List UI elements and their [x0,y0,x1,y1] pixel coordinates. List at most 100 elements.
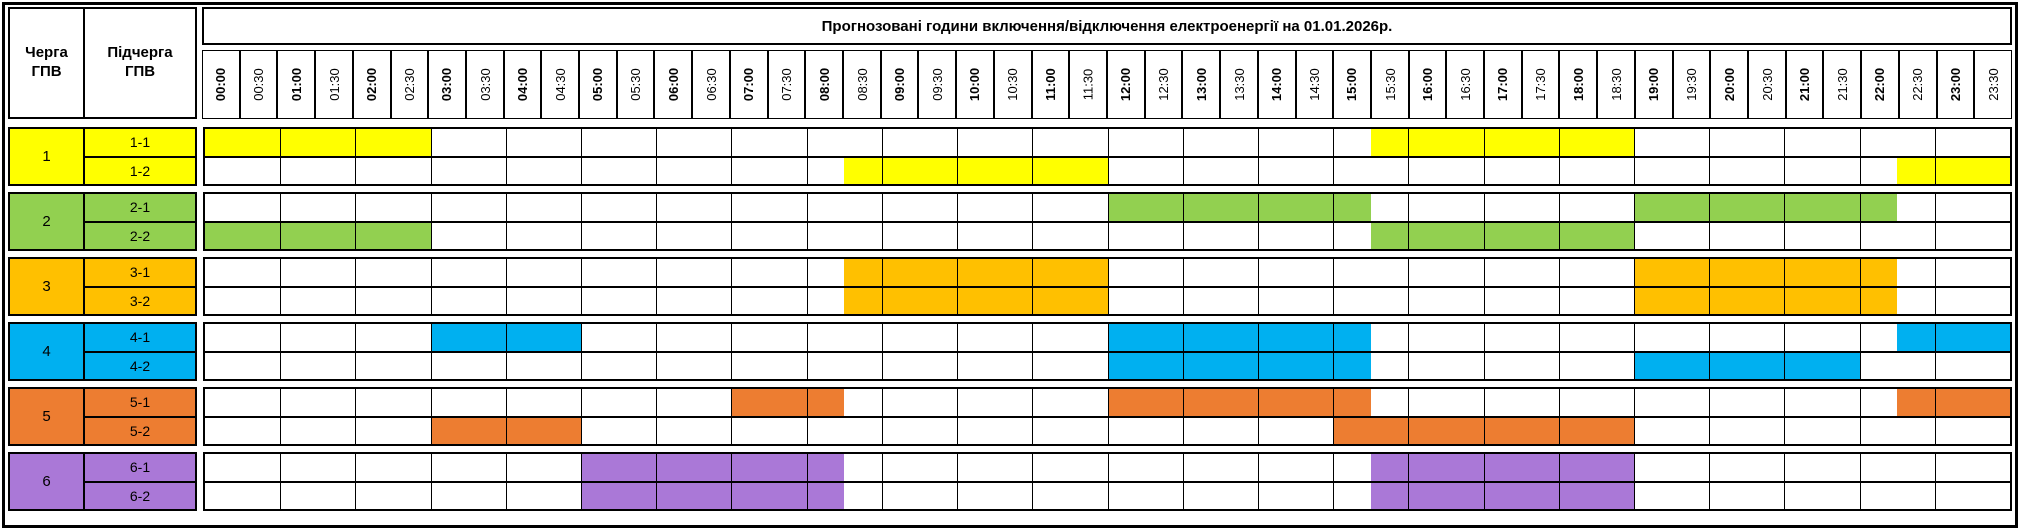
schedule-cell [1709,157,1747,184]
schedule-cell [1107,389,1146,416]
schedule-cell [618,482,657,509]
schedule-cell [656,259,694,286]
schedule-cell [1182,482,1221,509]
schedule-cell [1934,389,1973,416]
schedule-cell [1633,157,1672,184]
schedule-cell [1483,194,1522,221]
schedule-cell [1032,352,1070,379]
schedule-cell [957,324,995,351]
schedule-cell [505,454,544,481]
schedule-cell [1295,287,1334,314]
schedule-cell [618,352,657,379]
schedule-cell [881,389,920,416]
time-label: 17:30 [1533,68,1549,101]
schedule-cell [618,417,657,444]
schedule-cell [1370,454,1409,481]
schedule-cell [1596,417,1634,444]
schedule-cell [393,259,431,286]
schedule-cell [1972,194,2010,221]
schedule-cell [1596,259,1634,286]
schedule-cell [844,194,882,221]
schedule-cell [1709,129,1747,156]
schedule-cell [205,194,243,221]
schedule-cell [355,259,394,286]
schedule-cell [468,324,506,351]
schedule-cell [731,259,770,286]
time-label: 08:30 [854,68,870,101]
schedule-cell [1859,389,1898,416]
schedule-cell [205,287,243,314]
schedule-cell [1408,389,1446,416]
schedule-cell [505,129,544,156]
schedule-cell [468,454,506,481]
time-header-row: 00:00 00:30 01:00 01:30 02:00 02:30 03:00 03:30… [202,50,2012,119]
schedule-cell [581,389,619,416]
schedule-cell [581,129,619,156]
schedule-cell [1069,324,1108,351]
schedule-cell [1370,352,1409,379]
schedule-cell [1032,389,1070,416]
schedule-cell [1370,157,1409,184]
schedule-cell [1483,389,1522,416]
schedule-cell [280,259,318,286]
schedule-cell [1821,222,1860,249]
time-header-cell: 03:00 [428,50,466,119]
schedule-cell [1145,324,1183,351]
schedule-cell [242,129,281,156]
queue-number-cell: 1 [8,127,85,186]
schedule-cell [242,324,281,351]
time-header-cell: 17:00 [1484,50,1522,119]
schedule-cell [1257,389,1296,416]
schedule-cell [1408,194,1446,221]
schedule-cell [1145,157,1183,184]
schedule-cell [1934,222,1973,249]
schedule-cell [242,194,281,221]
schedule-cell [1709,194,1747,221]
time-header-cell: 16:00 [1408,50,1447,119]
time-label: 23:00 [1947,67,1963,102]
time-header-cell: 03:30 [465,50,504,119]
schedule-cell [1746,352,1785,379]
schedule-cell [505,157,544,184]
schedule-cell [205,389,243,416]
schedule-row [205,480,2010,509]
schedule-cell [355,194,394,221]
schedule-cell [1746,287,1785,314]
schedule-cell [242,157,281,184]
subqueue-column: 6-1 6-2 [83,452,197,511]
schedule-cell [1558,454,1597,481]
schedule-cell [242,454,281,481]
schedule-cell [618,222,657,249]
schedule-cell [1972,157,2010,184]
schedule-row [205,285,2010,314]
schedule-cell [505,287,544,314]
time-label: 18:30 [1608,68,1624,101]
schedule-cell [1295,389,1334,416]
schedule-cell [430,287,469,314]
schedule-cell [205,129,243,156]
schedule-cell [1220,222,1258,249]
schedule-cell [1821,389,1860,416]
schedule-cell [1821,324,1860,351]
schedule-cell [355,454,394,481]
schedule-cell [1220,417,1258,444]
schedule-cell [1445,129,1484,156]
schedule-cell [1596,287,1634,314]
schedule-cell [280,157,318,184]
schedule-cell [1445,222,1484,249]
subqueue-label-cell: 5-1 [85,389,195,416]
schedule-cell [693,194,732,221]
schedule-cell [881,129,920,156]
time-header-cell: 11:00 [1031,50,1070,119]
schedule-cell [1558,287,1597,314]
schedule-cell [881,352,920,379]
time-header-cell: 12:00 [1106,50,1145,119]
schedule-cell [1445,389,1484,416]
schedule-cell [1107,417,1146,444]
schedule-cell [505,222,544,249]
schedule-cell [1596,352,1634,379]
schedule-cell [957,157,995,184]
schedule-cell [1596,324,1634,351]
time-header-cell: 21:00 [1785,50,1824,119]
schedule-cell [1295,222,1334,249]
